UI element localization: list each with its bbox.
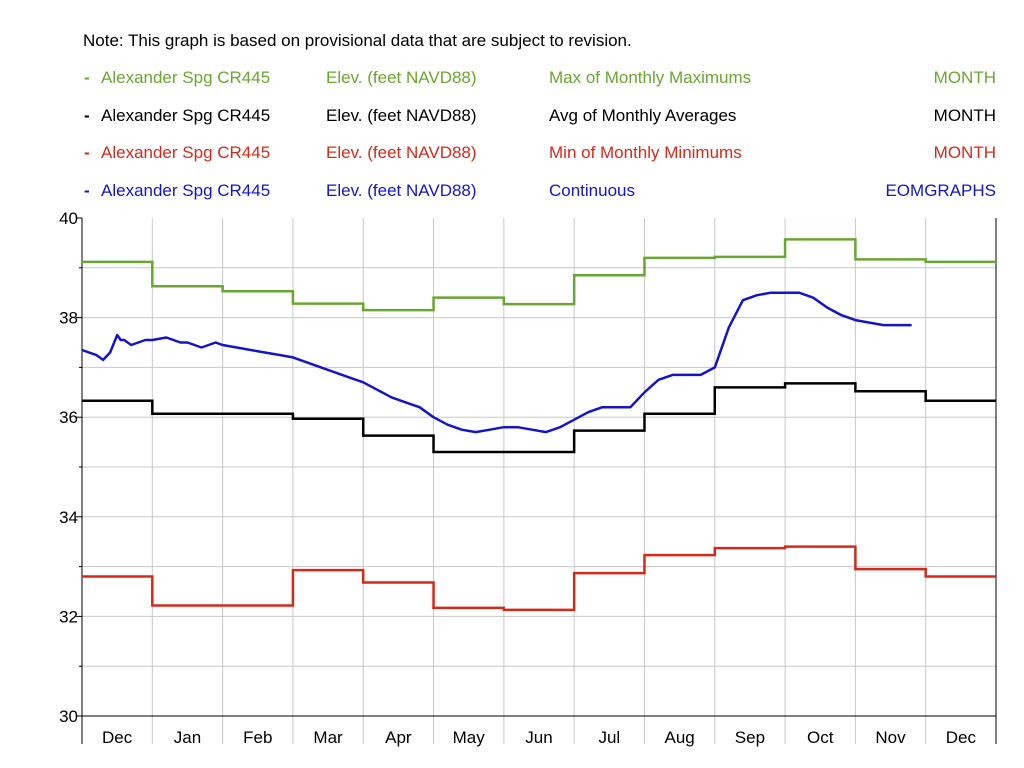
legend-site-max: Alexander Spg CR445 xyxy=(101,68,271,87)
y-tick-label: 32 xyxy=(59,607,78,626)
y-tick-label: 36 xyxy=(59,408,78,427)
x-tick-label: Mar xyxy=(313,728,343,747)
legend-param-max: Elev. (feet NAVD88) xyxy=(326,68,477,87)
x-tick-label: Aug xyxy=(664,728,694,747)
legend-dash-avg: - xyxy=(84,106,90,125)
x-tick-label: Jul xyxy=(598,728,620,747)
x-tick-label: Apr xyxy=(385,728,412,747)
series-line-avg xyxy=(82,382,996,454)
x-tick-label: Jan xyxy=(174,728,201,747)
legend-interval-max: MONTH xyxy=(933,68,996,87)
provisional-note: Note: This graph is based on provisional… xyxy=(83,31,632,50)
series-line-max xyxy=(82,238,996,312)
legend-dash-max: - xyxy=(84,68,90,87)
legend-site-continuous: Alexander Spg CR445 xyxy=(101,181,271,200)
y-tick-label: 38 xyxy=(59,309,78,328)
legend-row-min: - Alexander Spg CR445 Elev. (feet NAVD88… xyxy=(84,143,996,165)
series-line-min xyxy=(82,545,996,612)
legend-row-continuous: - Alexander Spg CR445 Elev. (feet NAVD88… xyxy=(84,181,996,203)
legend-stat-min: Min of Monthly Minimums xyxy=(549,143,742,162)
legend-site-avg: Alexander Spg CR445 xyxy=(101,106,271,125)
legend-stat-continuous: Continuous xyxy=(549,181,636,200)
y-tick-label: 40 xyxy=(59,209,78,228)
legend-site-min: Alexander Spg CR445 xyxy=(101,143,271,162)
x-tick-label: Jun xyxy=(525,728,552,747)
legend-stat-avg: Avg of Monthly Averages xyxy=(549,106,737,125)
legend-dash-min: - xyxy=(84,143,90,162)
legend-interval-min: MONTH xyxy=(933,143,996,162)
legend-row-max: - Alexander Spg CR445 Elev. (feet NAVD88… xyxy=(84,68,996,90)
x-tick-label: Oct xyxy=(807,728,834,747)
x-tick-label: Nov xyxy=(875,728,906,747)
legend-param-continuous: Elev. (feet NAVD88) xyxy=(326,181,477,200)
x-tick-label: Dec xyxy=(946,728,977,747)
legend-interval-avg: MONTH xyxy=(933,106,996,125)
series-line-continuous xyxy=(81,291,912,434)
x-tick-label: Sep xyxy=(735,728,765,747)
legend-row-avg: - Alexander Spg CR445 Elev. (feet NAVD88… xyxy=(84,106,996,128)
x-tick-label: Dec xyxy=(102,728,133,747)
legend-interval-continuous: EOMGRAPHS xyxy=(885,181,996,200)
legend-param-min: Elev. (feet NAVD88) xyxy=(326,143,477,162)
x-tick-label: Feb xyxy=(243,728,272,747)
legend-stat-max: Max of Monthly Maximums xyxy=(549,68,752,87)
legend-param-avg: Elev. (feet NAVD88) xyxy=(326,106,477,125)
y-tick-label: 30 xyxy=(59,707,78,726)
y-tick-label: 34 xyxy=(59,508,78,527)
legend-dash-continuous: - xyxy=(84,181,90,200)
x-tick-label: May xyxy=(453,728,486,747)
